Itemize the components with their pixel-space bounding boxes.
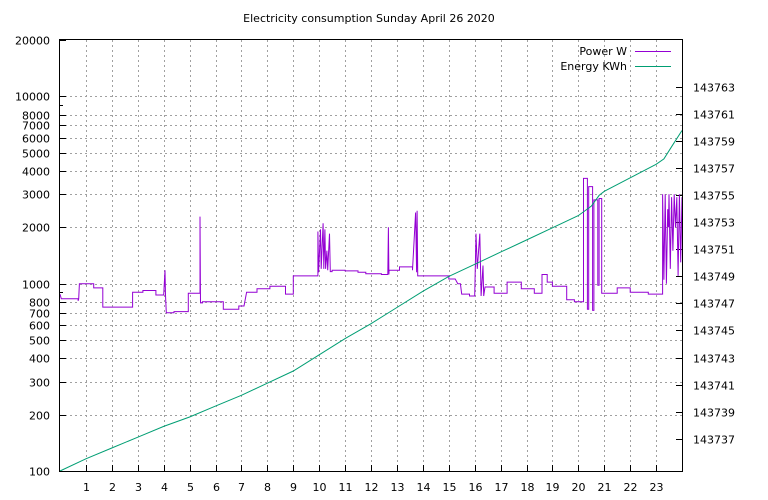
y-left-tick-label: 300 [29,377,50,390]
y-right-tick-label: 143739 [693,407,735,420]
x-tick-label: 16 [469,481,483,494]
x-tick-label: 17 [495,481,509,494]
y-right-tick-label: 143747 [693,298,735,311]
x-tick-label: 10 [313,481,327,494]
x-axis: 1 2 3 4 5 6 7 8 9 10 11 12 13 14 15 16 17 18 19 20 21 22 23 [83,465,664,494]
legend-label: Energy KWh [560,60,627,73]
y-right-axis: 143737 143739 143741 143743 143745 143747 1437… [676,82,735,447]
x-tick-label: 20 [572,481,586,494]
y-left-tick-label: 400 [29,353,50,366]
x-tick-label: 3 [135,481,142,494]
x-tick-label: 6 [213,481,220,494]
series-line-energy-kwh [59,130,683,472]
x-tick-label: 21 [598,481,612,494]
y-right-tick-label: 143757 [693,163,735,176]
y-left-tick-label: 5000 [22,148,50,161]
y-right-tick-label: 143753 [693,217,735,230]
x-tick-label: 12 [365,481,379,494]
series-group [59,130,683,472]
y-left-tick-label: 600 [29,320,50,333]
y-right-tick-label: 143755 [693,190,735,203]
x-tick-label: 5 [187,481,194,494]
y-left-tick-label: 2000 [22,222,50,235]
y-right-tick-label: 143751 [693,244,735,257]
y-right-tick-label: 143749 [693,271,735,284]
y-left-tick-label: 200 [29,410,50,423]
x-tick-label: 7 [238,481,245,494]
y-right-tick-label: 143761 [693,109,735,122]
x-tick-label: 23 [650,481,664,494]
x-tick-label: 11 [339,481,353,494]
chart-title: Electricity consumption Sunday April 26 … [243,12,495,25]
y-right-tick-label: 143737 [693,434,735,447]
x-tick-label: 2 [109,481,116,494]
x-tick-label: 18 [521,481,535,494]
x-tick-label: 13 [391,481,405,494]
x-tick-label: 4 [161,481,168,494]
x-tick-label: 22 [624,481,638,494]
y-left-tick-label: 1000 [22,279,50,292]
y-left-tick-label: 7000 [22,120,50,133]
y-right-tick-label: 143741 [693,380,735,393]
legend: Power W Energy KWh [560,45,671,73]
plot-frame [59,39,683,472]
x-tick-label: 8 [264,481,271,494]
y-left-tick-label: 800 [29,297,50,310]
y-left-tick-label: 700 [29,308,50,321]
y-left-tick-label: 8000 [22,110,50,123]
series-line-power-w [59,177,683,314]
x-tick-label: 1 [83,481,90,494]
y-right-tick-label: 143759 [693,136,735,149]
y-left-tick-label: 20000 [15,35,50,48]
legend-label: Power W [579,45,627,58]
y-left-tick-label: 500 [29,335,50,348]
y-left-tick-label: 4000 [22,166,50,179]
x-tick-label: 15 [443,481,457,494]
y-right-tick-label: 143745 [693,325,735,338]
y-left-tick-label: 10000 [15,91,50,104]
grid-lines [60,40,682,471]
x-tick-label: 14 [417,481,431,494]
y-left-tick-label: 6000 [22,133,50,146]
x-tick-label: 9 [290,481,297,494]
x-tick-label: 19 [546,481,560,494]
y-right-tick-label: 143743 [693,353,735,366]
y-left-tick-label: 3000 [22,189,50,202]
y-right-tick-label: 143763 [693,82,735,95]
y-left-tick-label: 100 [29,466,50,479]
